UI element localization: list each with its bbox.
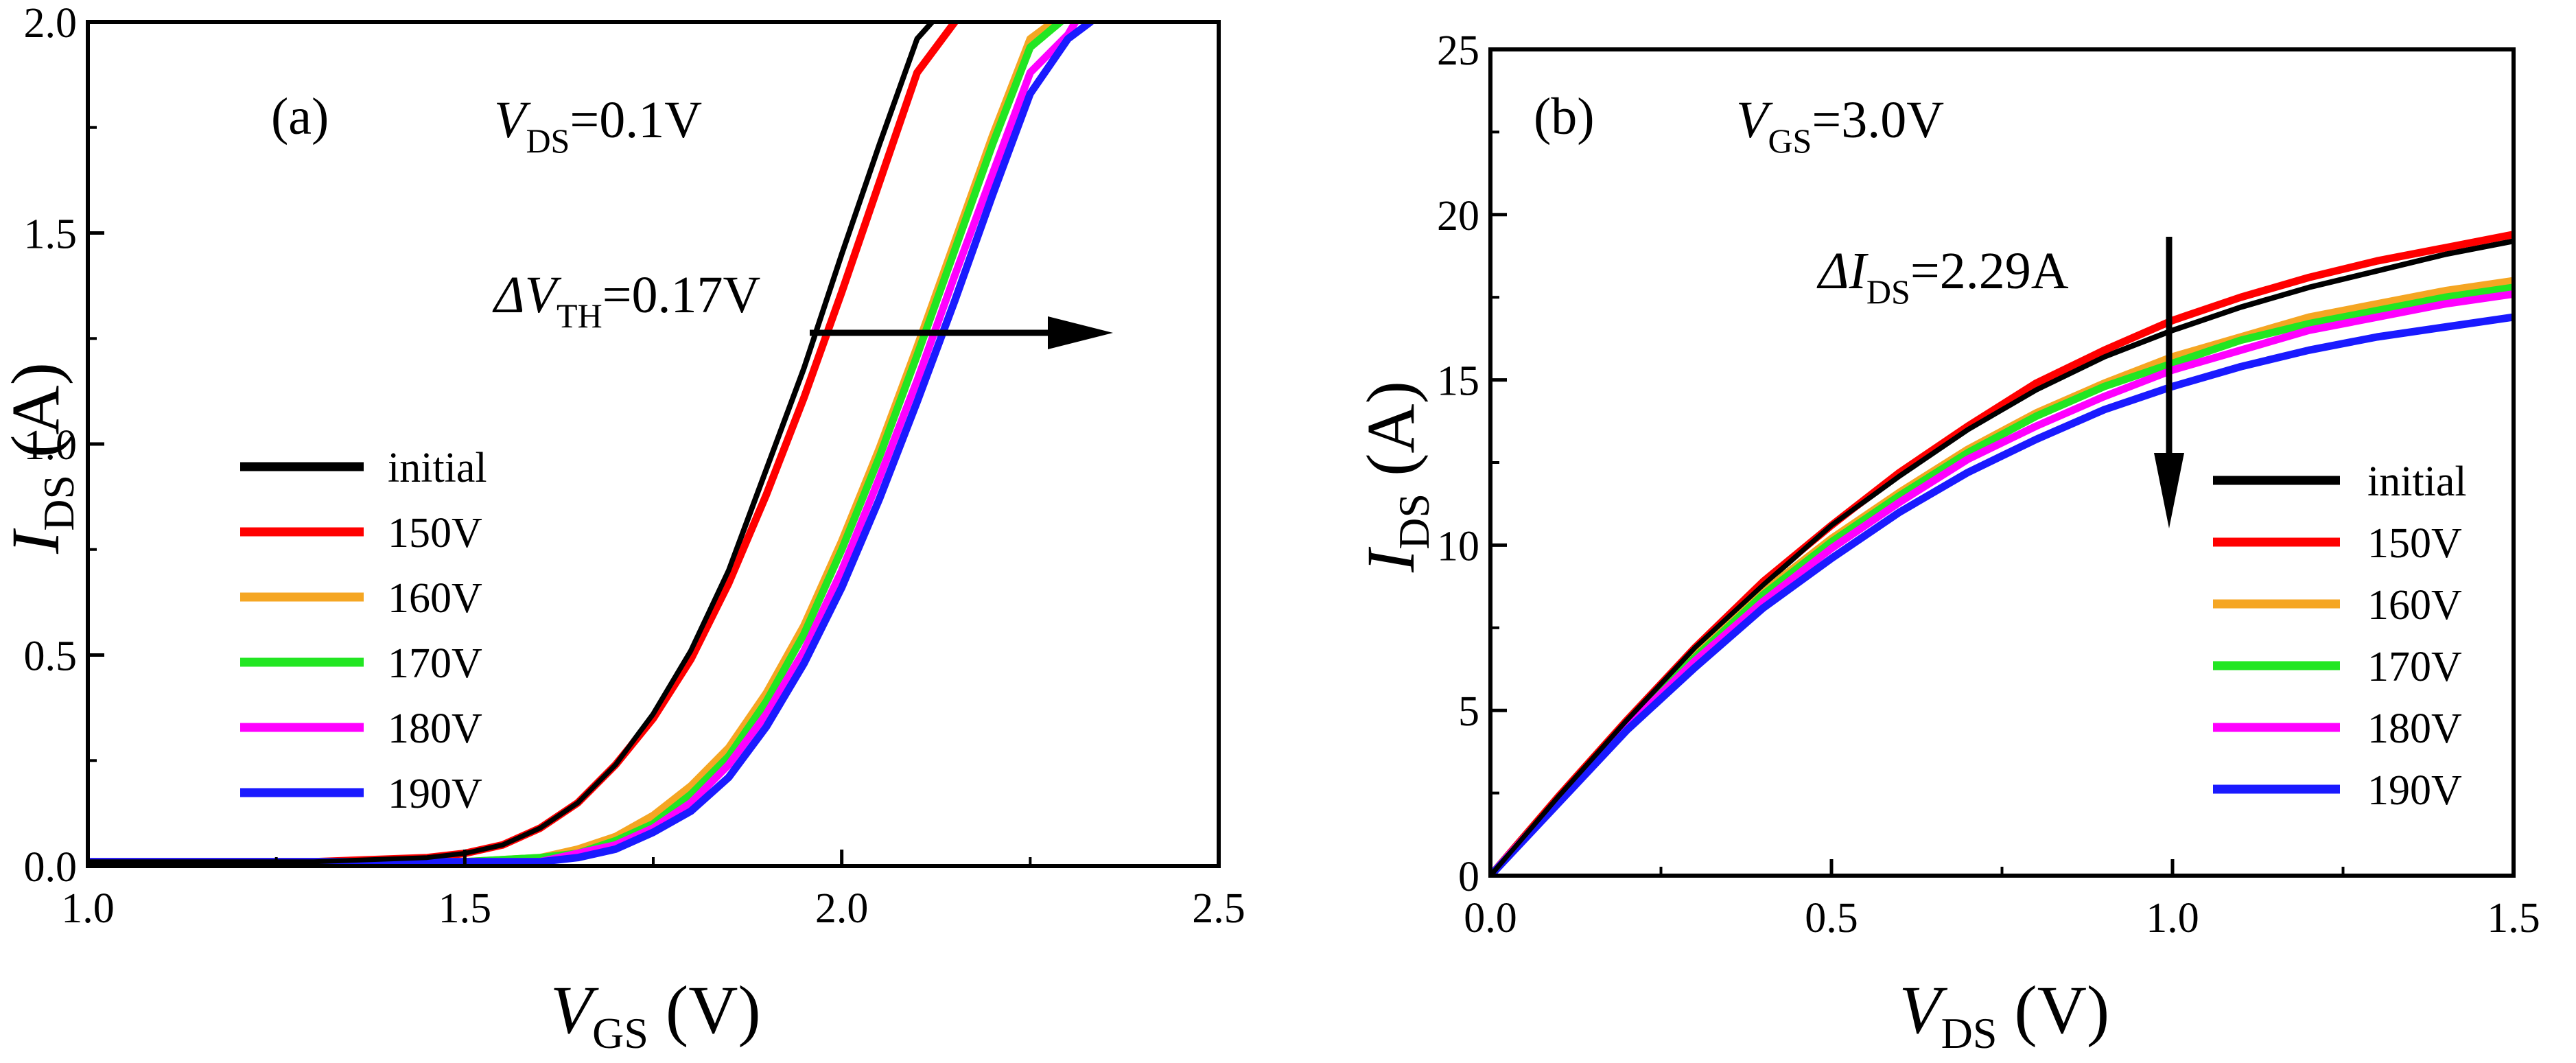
legend-label-170v: 170V <box>388 640 482 687</box>
x-tick-label: 1.5 <box>2487 895 2540 942</box>
x-tick-label: 1.0 <box>61 885 115 932</box>
legend-label-180v: 180V <box>388 705 482 752</box>
y-axis-title-sub: DS <box>34 475 83 531</box>
x-tick-label: 1.0 <box>2146 895 2199 942</box>
y-axis-title: IDS (A) <box>1353 381 1438 573</box>
condition-annotation-rest: =0.1V <box>570 91 702 149</box>
y-tick-label: 1.5 <box>24 211 78 258</box>
y-axis-title-rest: (A) <box>1353 381 1429 493</box>
y-tick-label: 1.0 <box>24 422 78 469</box>
x-axis-title: VDS (V) <box>1899 972 2110 1058</box>
x-tick-label: 2.5 <box>1192 885 1245 932</box>
legend-label-160v: 160V <box>2367 582 2462 629</box>
legend-label-initial: initial <box>388 445 487 491</box>
series-line-150v <box>1490 231 2514 876</box>
series-line-initial-overlay <box>88 22 935 865</box>
series-line-180v <box>1490 290 2514 876</box>
series-line-190v <box>1490 313 2514 876</box>
y-axis-title-main: I <box>0 528 73 554</box>
y-tick-label: 5 <box>1458 688 1479 735</box>
shift-annotation-main: ΔI <box>1816 242 1869 300</box>
legend-label-160v: 160V <box>388 575 482 622</box>
drop-arrow-head <box>2154 453 2184 528</box>
y-axis-title: IDS (A) <box>0 362 83 554</box>
shift-annotation-rest: =2.29A <box>1910 242 2069 300</box>
legend-label-180v: 180V <box>2367 705 2462 752</box>
y-axis-title-sub: DS <box>1390 493 1438 550</box>
plot-frame <box>1488 47 2516 878</box>
panel-label: (b) <box>1534 88 1595 145</box>
y-tick-label: 0.0 <box>24 844 78 891</box>
x-axis-title-rest: (V) <box>648 972 761 1048</box>
x-tick-label: 1.5 <box>438 885 492 932</box>
legend-label-170v: 170V <box>2367 644 2462 690</box>
y-axis-title-main: I <box>1353 546 1429 573</box>
x-axis-title-main: V <box>550 972 599 1048</box>
condition-annotation-rest: =3.0V <box>1812 91 1944 149</box>
x-axis-title: VGS (V) <box>550 972 761 1058</box>
y-tick-label: 15 <box>1437 358 1479 405</box>
x-axis-title-sub: GS <box>592 1009 648 1058</box>
condition-annotation: VDS=0.1V <box>494 91 702 160</box>
shift-annotation: ΔIDS=2.29A <box>1816 242 2069 311</box>
shift-arrow-head <box>1048 316 1113 349</box>
legend-label-150v: 150V <box>388 510 482 557</box>
condition-annotation-sub: GS <box>1768 121 1812 160</box>
series-line-initial-overlay <box>1490 238 2514 876</box>
series-line-170v <box>1490 283 2514 876</box>
shift-annotation-main: ΔV <box>492 266 562 324</box>
panel-label: (a) <box>271 88 329 145</box>
x-axis-title-sub: DS <box>1941 1009 1998 1058</box>
shift-annotation: ΔVTH=0.17V <box>492 266 761 335</box>
y-tick-label: 0.5 <box>24 633 78 680</box>
x-tick-label: 0.5 <box>1805 895 1858 942</box>
series-line-190v <box>88 22 1094 866</box>
condition-annotation-sub: DS <box>526 121 570 160</box>
y-tick-label: 20 <box>1437 193 1479 240</box>
condition-annotation-main: V <box>1736 91 1773 149</box>
series-line-initial <box>1490 238 2514 876</box>
x-axis-title-rest: (V) <box>1997 972 2109 1048</box>
shift-annotation-rest: =0.17V <box>602 266 761 324</box>
legend-label-190v: 190V <box>2367 767 2462 814</box>
shift-annotation-sub: TH <box>557 296 602 335</box>
condition-annotation-main: V <box>494 91 531 149</box>
legend-label-190v: 190V <box>388 771 482 817</box>
series-line-160v <box>1490 277 2514 876</box>
legend-label-150v: 150V <box>2367 520 2462 567</box>
y-tick-label: 25 <box>1437 27 1479 74</box>
y-axis-title-rest: (A) <box>0 362 73 475</box>
x-tick-label: 2.0 <box>815 885 869 932</box>
y-tick-label: 10 <box>1437 523 1479 570</box>
x-axis-title-main: V <box>1899 972 1948 1048</box>
shift-annotation-sub: DS <box>1866 272 1910 311</box>
x-tick-label: 0.0 <box>1464 895 1517 942</box>
y-tick-label: 0 <box>1458 854 1479 900</box>
condition-annotation: VGS=3.0V <box>1736 91 1944 160</box>
y-tick-label: 2.0 <box>24 0 78 47</box>
legend-label-initial: initial <box>2367 458 2467 505</box>
